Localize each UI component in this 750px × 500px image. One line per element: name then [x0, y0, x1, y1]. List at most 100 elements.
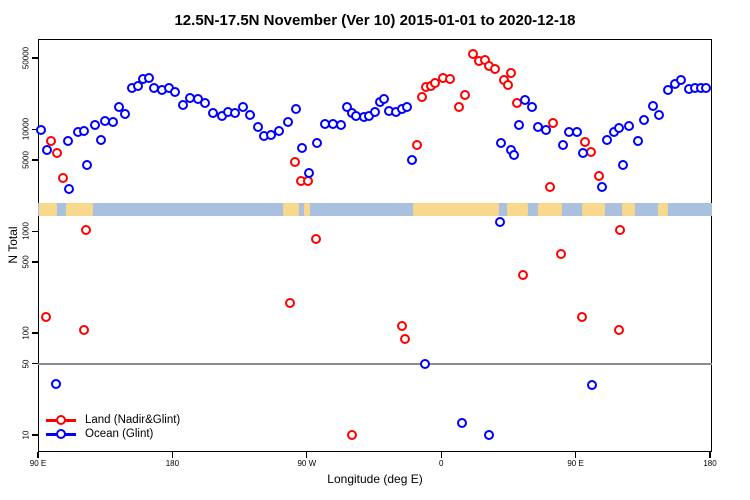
land-segment	[506, 202, 528, 217]
y-tick	[32, 261, 38, 263]
data-point-ocean	[79, 125, 90, 136]
data-point-ocean	[495, 217, 506, 228]
data-point-ocean	[513, 119, 524, 130]
y-tick	[32, 159, 38, 161]
y-tick-label: 500	[21, 255, 31, 269]
data-point-land	[400, 333, 411, 344]
x-tick-label: 90 E	[29, 459, 47, 468]
data-point-ocean	[177, 99, 188, 110]
data-point-land	[80, 224, 91, 235]
data-point-ocean	[245, 110, 256, 121]
data-point-ocean	[297, 143, 308, 154]
data-point-land	[467, 48, 478, 59]
data-point-land	[347, 430, 358, 440]
data-point-land	[503, 79, 514, 90]
data-point-ocean	[143, 73, 154, 84]
data-point-ocean	[35, 125, 46, 136]
x-tick	[440, 452, 442, 458]
data-point-ocean	[648, 100, 659, 111]
data-point-ocean	[237, 101, 248, 112]
x-tick-label: 90 W	[297, 459, 317, 468]
data-point-ocean	[633, 135, 644, 146]
y-tick-label: 1000	[21, 222, 31, 241]
data-point-ocean	[663, 85, 674, 95]
x-tick-label: 90 E	[567, 459, 584, 468]
y-tick	[32, 57, 38, 59]
data-point-ocean	[304, 168, 315, 179]
data-point-land	[506, 68, 517, 79]
data-point-land	[454, 101, 465, 112]
data-point-land	[615, 224, 626, 235]
land-segment	[39, 202, 58, 217]
data-point-ocean	[230, 107, 241, 118]
y-tick-label: 10	[21, 430, 31, 440]
data-point-ocean	[291, 103, 302, 114]
data-point-ocean	[95, 134, 106, 145]
data-point-ocean	[618, 159, 629, 170]
x-tick-label: 180	[703, 459, 717, 468]
data-point-ocean	[378, 94, 389, 105]
reference-line-50	[38, 362, 712, 365]
y-tick-label: 100	[21, 326, 31, 340]
x-tick-label: 180	[165, 459, 180, 468]
data-point-ocean	[401, 101, 412, 112]
data-point-ocean	[654, 110, 665, 121]
data-point-ocean	[50, 378, 61, 389]
ocean-marker-icon	[56, 429, 66, 439]
data-point-land	[284, 298, 295, 309]
data-point-ocean	[483, 430, 494, 440]
land-segment	[657, 202, 669, 217]
y-tick-label: 50000	[21, 46, 31, 70]
data-point-ocean	[613, 123, 624, 134]
legend-line-ocean	[46, 429, 76, 439]
data-point-land	[445, 73, 456, 84]
data-point-ocean	[283, 116, 294, 127]
data-point-ocean	[540, 124, 551, 135]
land-segment	[66, 202, 94, 217]
data-point-ocean	[64, 183, 75, 194]
data-point-ocean	[527, 101, 538, 112]
y-tick	[32, 332, 38, 334]
data-point-ocean	[587, 379, 598, 390]
data-point-land	[289, 156, 300, 167]
data-point-ocean	[82, 159, 93, 170]
data-point-ocean	[342, 101, 353, 112]
data-point-ocean	[265, 130, 276, 141]
data-point-land	[397, 320, 408, 331]
legend-item-land: Land (Nadir&Glint)	[46, 413, 180, 427]
land-segment	[538, 202, 563, 217]
data-point-ocean	[113, 101, 124, 112]
data-point-ocean	[700, 83, 711, 94]
x-tick	[37, 452, 39, 458]
data-point-land	[489, 64, 500, 75]
x-tick	[574, 452, 577, 458]
y-tick-label: 5000	[21, 151, 31, 169]
data-point-ocean	[199, 98, 210, 109]
data-point-land	[545, 182, 556, 193]
data-point-ocean	[119, 109, 130, 120]
data-point-land	[41, 312, 52, 323]
data-point-land	[430, 78, 441, 89]
land-segment	[621, 202, 636, 217]
data-point-land	[548, 118, 559, 129]
y-tick	[32, 363, 38, 365]
y-tick-label: 50	[21, 359, 31, 369]
data-point-land	[460, 90, 471, 100]
y-axis-label: N Total	[6, 226, 20, 264]
x-axis-label: Longitude (deg E)	[327, 472, 423, 486]
legend-line-land	[46, 415, 76, 425]
world-map-band	[38, 202, 712, 217]
x-tick-label: 0	[438, 459, 444, 468]
chart-title: 12.5N-17.5N November (Ver 10) 2015-01-01…	[174, 12, 576, 29]
data-point-ocean	[89, 120, 100, 131]
y-tick	[32, 128, 38, 130]
land-segment	[282, 202, 300, 217]
data-point-ocean	[601, 135, 612, 145]
x-tick	[306, 452, 308, 458]
data-point-ocean	[41, 144, 52, 155]
data-point-land	[555, 248, 566, 259]
data-point-land	[517, 270, 528, 281]
legend: Land (Nadir&Glint) Ocean (Glint)	[46, 413, 180, 441]
data-point-land	[412, 140, 423, 151]
